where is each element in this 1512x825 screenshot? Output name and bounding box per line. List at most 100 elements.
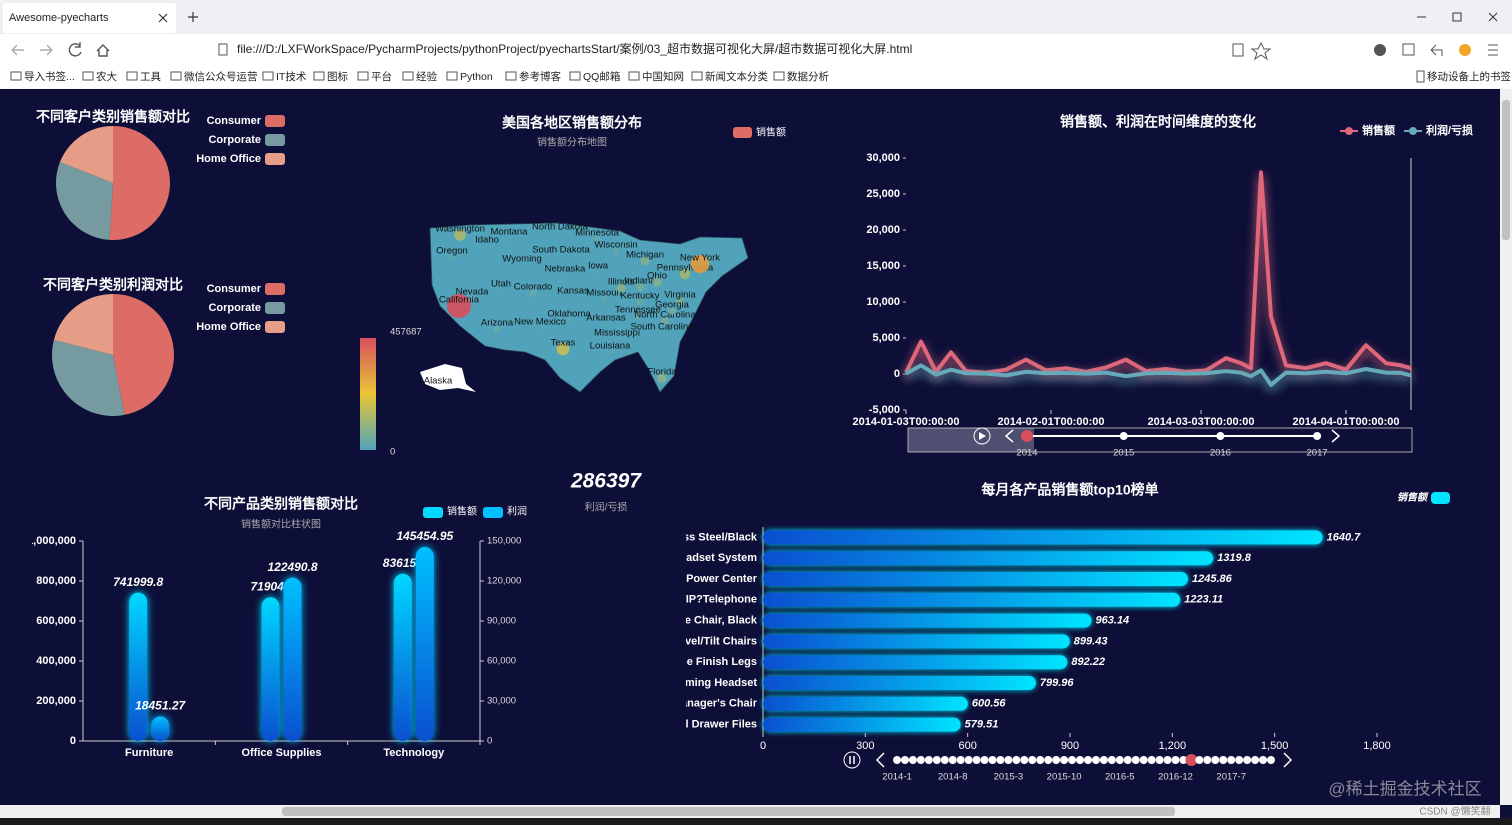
timeline-point[interactable] xyxy=(1131,756,1140,764)
tab[interactable] xyxy=(3,3,176,33)
timeline-point[interactable] xyxy=(1044,756,1053,764)
crop-icon[interactable] xyxy=(1402,43,1415,56)
timeline-point[interactable] xyxy=(972,756,981,764)
star-icon[interactable] xyxy=(1250,41,1272,61)
timeline-point[interactable] xyxy=(996,756,1005,764)
timeline-point[interactable] xyxy=(1259,756,1268,764)
timeline-point[interactable] xyxy=(1227,756,1236,764)
timeline-point[interactable] xyxy=(964,756,973,764)
timeline-point[interactable] xyxy=(932,756,941,764)
restore[interactable] xyxy=(1452,12,1462,22)
timeline-point[interactable] xyxy=(1123,756,1132,764)
close-window[interactable] xyxy=(1488,12,1498,22)
v-scrollbar[interactable] xyxy=(1500,89,1512,805)
timeline-point[interactable] xyxy=(1052,756,1061,764)
timeline-point[interactable] xyxy=(1243,756,1252,764)
timeline-point[interactable] xyxy=(1179,756,1188,764)
timeline-point[interactable] xyxy=(1021,430,1033,442)
timeline-point[interactable] xyxy=(1155,756,1164,764)
prev-button[interactable] xyxy=(875,752,885,768)
timeline-point[interactable] xyxy=(1076,756,1085,764)
prev-button[interactable] xyxy=(1004,429,1014,443)
timeline-label: 2016-12 xyxy=(1158,772,1193,783)
timeline-point[interactable] xyxy=(1139,756,1148,764)
timeline-point[interactable] xyxy=(1115,756,1124,764)
timeline-point[interactable] xyxy=(1195,756,1204,764)
timeline-point[interactable] xyxy=(940,756,949,764)
back-button[interactable] xyxy=(11,44,24,56)
timeline-point[interactable] xyxy=(1219,756,1228,764)
h-scroll-thumb[interactable] xyxy=(282,807,1175,816)
home-button[interactable] xyxy=(96,44,110,57)
bookmark[interactable]: 微信公众号运营 xyxy=(184,70,258,83)
forward-button[interactable] xyxy=(40,44,53,56)
bookmark[interactable]: QQ邮箱 xyxy=(583,70,620,83)
region-label: North Carolina xyxy=(634,310,696,321)
value-label: 1245.86 xyxy=(1192,573,1233,585)
timeline-point[interactable] xyxy=(1036,756,1045,764)
bookmark[interactable]: 移动设备上的书签 xyxy=(1427,70,1511,83)
timeline-point[interactable] xyxy=(1163,756,1172,764)
extension-icon[interactable] xyxy=(1374,44,1386,56)
bookmark[interactable]: 工具 xyxy=(140,71,161,83)
timeline-point[interactable] xyxy=(893,756,901,764)
timeline-point[interactable] xyxy=(1028,756,1037,764)
undo-icon[interactable] xyxy=(1430,44,1443,56)
play-button[interactable] xyxy=(973,427,991,445)
timeline-point[interactable] xyxy=(1004,756,1013,764)
timeline-point[interactable] xyxy=(980,756,989,764)
timeline-point[interactable] xyxy=(1119,432,1128,440)
reload-button[interactable] xyxy=(68,42,82,57)
timeline-point[interactable] xyxy=(1107,756,1116,764)
bookmark[interactable]: IT技术 xyxy=(276,70,307,83)
timeline-point[interactable] xyxy=(1185,754,1198,766)
next-button[interactable] xyxy=(1331,429,1341,443)
timeline-point[interactable] xyxy=(1083,756,1092,764)
bookmark[interactable]: 图标 xyxy=(327,71,348,83)
legend-swatch xyxy=(265,321,285,333)
bookmark[interactable]: 数据分析 xyxy=(787,70,829,83)
bookmark[interactable]: 参考博客 xyxy=(519,70,561,83)
timeline-point[interactable] xyxy=(1203,756,1212,764)
timeline-point[interactable] xyxy=(1012,756,1021,764)
timeline-point[interactable] xyxy=(1020,756,1029,764)
profile-icon[interactable] xyxy=(1459,44,1471,56)
timeline-point[interactable] xyxy=(1211,756,1220,764)
url[interactable]: file:///D:/LXFWorkSpace/PycharmProjects/… xyxy=(237,41,912,56)
timeline-point[interactable] xyxy=(1068,756,1077,764)
tab-close[interactable] xyxy=(158,13,168,23)
timeline-point[interactable] xyxy=(1091,756,1100,764)
timeline-point[interactable] xyxy=(956,756,965,764)
bookmark[interactable]: 农大 xyxy=(96,70,117,83)
timeline-point[interactable] xyxy=(1060,756,1069,764)
timeline-point[interactable] xyxy=(900,756,909,764)
timeline-point[interactable] xyxy=(1099,756,1108,764)
timeline-point[interactable] xyxy=(988,756,997,764)
timeline-point[interactable] xyxy=(1235,756,1244,764)
region-label: Utah xyxy=(491,279,511,290)
timeline-point[interactable] xyxy=(948,756,957,764)
timeline-point[interactable] xyxy=(924,756,933,764)
timeline-point[interactable] xyxy=(908,756,917,764)
bookmark[interactable]: 导入书签... xyxy=(24,70,75,83)
menu-icon[interactable] xyxy=(1488,44,1498,56)
pause-button[interactable] xyxy=(843,751,861,769)
reader-icon[interactable] xyxy=(1232,43,1244,57)
timeline-point[interactable] xyxy=(1267,756,1275,764)
v-scroll-thumb[interactable] xyxy=(1502,100,1510,240)
bookmark[interactable]: Python xyxy=(460,71,493,83)
bookmark[interactable]: 新闻文本分类 xyxy=(705,70,768,83)
timeline-point[interactable] xyxy=(1313,432,1322,440)
bookmark[interactable]: 平台 xyxy=(371,70,392,83)
timeline-point[interactable] xyxy=(1147,756,1156,764)
next-button[interactable] xyxy=(1283,752,1293,768)
timeline-point[interactable] xyxy=(1171,756,1180,764)
new-tab[interactable] xyxy=(188,12,198,22)
y-tick-label: ming Headset xyxy=(685,677,757,689)
region-marker xyxy=(561,271,569,279)
bookmark[interactable]: 经验 xyxy=(416,70,437,83)
bookmark[interactable]: 中国知网 xyxy=(642,70,684,83)
timeline-point[interactable] xyxy=(1216,432,1225,440)
timeline-point[interactable] xyxy=(916,756,925,764)
timeline-point[interactable] xyxy=(1251,756,1260,764)
